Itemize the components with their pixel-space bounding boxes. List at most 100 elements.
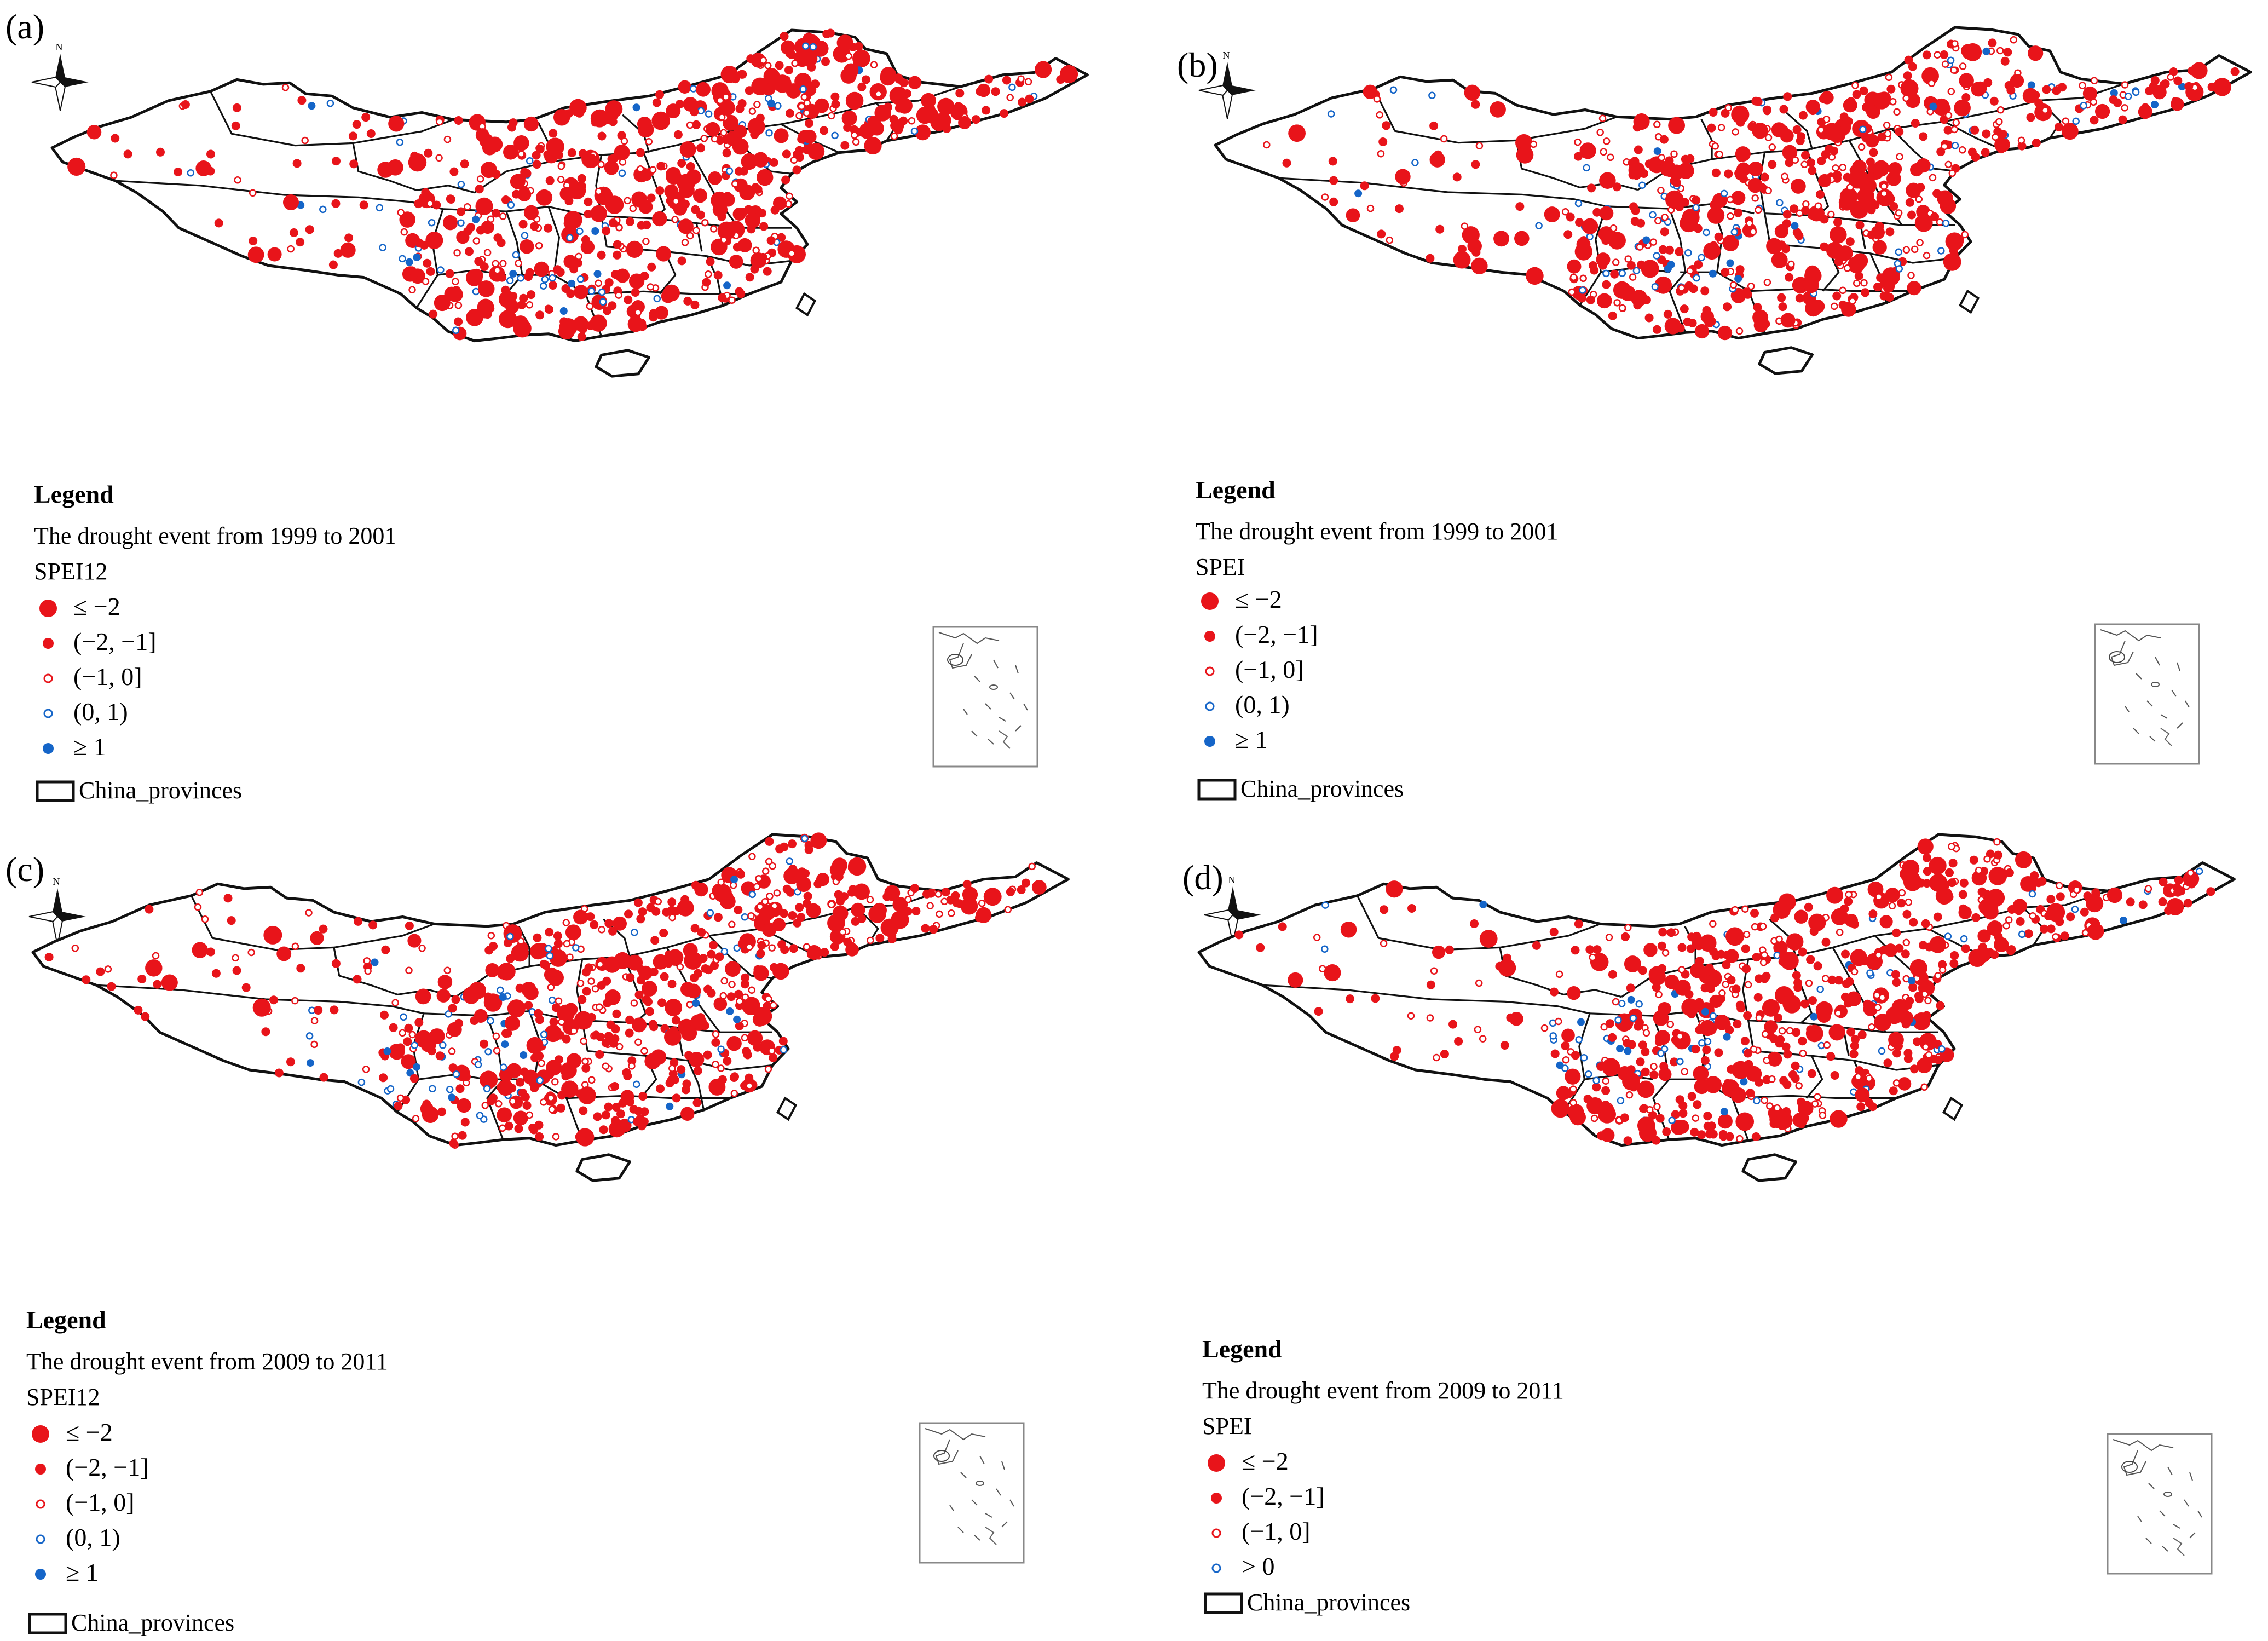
station-marker — [1977, 929, 1991, 943]
station-marker — [1924, 997, 1932, 1005]
station-marker — [2044, 912, 2053, 920]
station-marker — [578, 325, 587, 333]
station-marker — [1616, 1045, 1624, 1053]
station-marker — [2020, 876, 2036, 892]
station-marker — [1851, 82, 1859, 89]
station-marker — [653, 295, 661, 303]
station-marker — [1764, 1020, 1778, 1034]
station-marker — [984, 74, 994, 84]
station-marker — [1816, 985, 1824, 993]
station-marker — [1732, 128, 1739, 136]
station-marker — [1612, 258, 1620, 266]
station-marker — [708, 171, 722, 185]
station-marker — [840, 141, 850, 150]
station-marker — [1910, 1064, 1919, 1074]
station-marker — [1407, 1012, 1415, 1020]
station-marker — [577, 181, 586, 191]
panel-a: (a) N Legend The drought event from 1999… — [0, 0, 1134, 820]
station-marker — [507, 201, 515, 209]
station-marker — [498, 963, 516, 981]
station-marker — [454, 301, 463, 309]
station-marker — [1641, 1047, 1650, 1056]
station-marker — [1680, 220, 1689, 229]
station-marker — [1822, 116, 1831, 123]
station-marker — [1961, 93, 1971, 102]
station-marker — [1849, 165, 1859, 175]
station-marker — [412, 1115, 420, 1122]
station-marker — [753, 1043, 762, 1052]
station-marker — [2061, 123, 2079, 140]
station-marker — [682, 1085, 690, 1095]
station-marker — [2080, 907, 2089, 917]
station-marker — [366, 129, 376, 138]
station-marker — [475, 197, 493, 215]
station-marker — [2040, 924, 2048, 934]
station-marker — [1608, 1033, 1617, 1042]
station-marker — [1709, 1012, 1717, 1020]
station-marker — [1909, 918, 1918, 927]
station-marker — [766, 893, 774, 900]
station-marker — [451, 995, 460, 1004]
station-marker — [910, 884, 919, 893]
station-marker — [379, 1073, 388, 1083]
station-marker — [1799, 1050, 1807, 1057]
station-marker — [2071, 905, 2079, 913]
station-marker — [1724, 169, 1733, 179]
station-marker — [1994, 850, 2003, 860]
station-marker — [2230, 67, 2240, 76]
station-marker — [637, 319, 647, 327]
station-marker — [400, 228, 408, 236]
panel-label: (a) — [5, 7, 44, 46]
station-marker — [1934, 1055, 1943, 1064]
station-marker — [738, 70, 747, 79]
station-marker — [104, 965, 112, 973]
station-marker — [517, 274, 524, 282]
station-marker — [541, 961, 551, 970]
station-marker — [107, 982, 116, 991]
station-marker — [381, 945, 390, 954]
station-marker — [1590, 1114, 1598, 1122]
station-marker — [443, 135, 452, 143]
station-marker — [1831, 302, 1838, 310]
station-marker — [1802, 200, 1810, 208]
station-marker — [699, 954, 708, 963]
station-marker — [492, 260, 499, 268]
station-marker — [678, 80, 692, 94]
station-marker — [1574, 199, 1583, 208]
station-marker — [677, 256, 686, 266]
station-marker — [364, 967, 372, 975]
station-marker — [1650, 1063, 1658, 1070]
station-marker — [1927, 79, 1936, 87]
south-china-sea-inset — [932, 626, 1038, 768]
station-marker — [683, 943, 698, 958]
station-marker — [1849, 1049, 1859, 1058]
station-marker — [1555, 970, 1563, 978]
station-marker — [1693, 1100, 1702, 1109]
station-marker — [1686, 267, 1694, 275]
station-marker — [1871, 225, 1885, 240]
station-marker — [1676, 1032, 1684, 1040]
station-marker — [1751, 1132, 1761, 1141]
station-marker — [561, 284, 570, 293]
station-marker — [845, 943, 859, 957]
station-marker — [331, 199, 341, 208]
station-marker — [579, 1106, 588, 1115]
station-marker — [763, 68, 780, 85]
station-marker — [660, 972, 669, 981]
station-marker — [469, 982, 487, 1000]
station-marker — [604, 278, 614, 287]
legend-item-label: (−1, 0] — [73, 663, 142, 690]
map-a: (a) N Legend The drought event from 1999… — [5, 7, 1089, 804]
station-marker — [759, 56, 767, 64]
station-marker — [1773, 940, 1788, 955]
station-marker — [297, 96, 307, 105]
station-marker — [388, 116, 405, 132]
station-marker — [820, 948, 829, 957]
station-marker — [746, 54, 755, 64]
station-marker — [781, 175, 790, 185]
station-marker — [733, 1015, 741, 1023]
station-marker — [657, 998, 667, 1007]
station-marker — [596, 1032, 605, 1041]
station-marker — [1571, 946, 1580, 955]
station-marker — [1833, 170, 1842, 180]
